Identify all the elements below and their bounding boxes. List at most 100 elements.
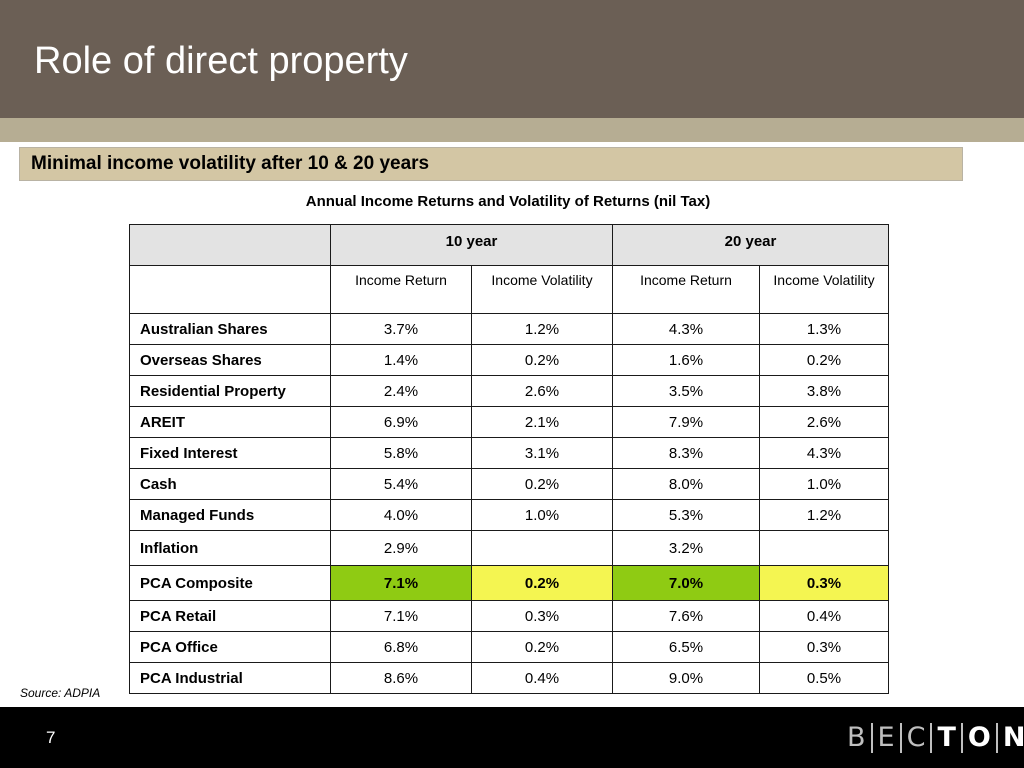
table-cell: 1.4% bbox=[330, 344, 472, 376]
logo-letter: E bbox=[877, 722, 895, 753]
source-note: Source: ADPIA bbox=[20, 686, 101, 700]
table-cell: 3.5% bbox=[612, 375, 760, 407]
table-row: PCA Industrial 8.6% 0.4% 9.0% 0.5% bbox=[129, 662, 889, 694]
logo-letter: B bbox=[847, 722, 866, 753]
table-row: Managed Funds 4.0% 1.0% 5.3% 1.2% bbox=[129, 499, 889, 531]
table-cell bbox=[471, 530, 613, 566]
sub-header: Income Return bbox=[330, 265, 472, 314]
table-title: Annual Income Returns and Volatility of … bbox=[305, 193, 711, 210]
table-row: Overseas Shares 1.4% 0.2% 1.6% 0.2% bbox=[129, 344, 889, 376]
table-cell: 0.2% bbox=[471, 468, 613, 500]
table-cell: 8.3% bbox=[612, 437, 760, 469]
table-cell: 0.2% bbox=[471, 565, 613, 601]
table-cell: 7.1% bbox=[330, 600, 472, 632]
table-row: PCA Composite 7.1% 0.2% 7.0% 0.3% bbox=[129, 565, 889, 601]
row-label: PCA Composite bbox=[129, 565, 331, 601]
table-cell: 0.4% bbox=[759, 600, 889, 632]
table-cell: 7.9% bbox=[612, 406, 760, 438]
table-cell: 4.3% bbox=[759, 437, 889, 469]
table-cell: 2.1% bbox=[471, 406, 613, 438]
table-row: Australian Shares 3.7% 1.2% 4.3% 1.3% bbox=[129, 313, 889, 345]
row-label: Overseas Shares bbox=[129, 344, 331, 376]
table-cell: 2.9% bbox=[330, 530, 472, 566]
accent-bar bbox=[0, 118, 1024, 142]
table-cell: 4.0% bbox=[330, 499, 472, 531]
logo-letter: N bbox=[1002, 722, 1024, 753]
table-cell: 1.2% bbox=[471, 313, 613, 345]
table-cell: 6.9% bbox=[330, 406, 472, 438]
row-label: Residential Property bbox=[129, 375, 331, 407]
group-header-10-year: 10 year bbox=[330, 224, 613, 266]
table-cell: 5.3% bbox=[612, 499, 760, 531]
row-label: Inflation bbox=[129, 530, 331, 566]
table-cell: 1.0% bbox=[759, 468, 889, 500]
subtitle-box: Minimal income volatility after 10 & 20 … bbox=[19, 147, 963, 181]
table-cell: 0.4% bbox=[471, 662, 613, 694]
table-cell: 1.2% bbox=[759, 499, 889, 531]
table-cell: 0.3% bbox=[759, 565, 889, 601]
logo-divider bbox=[870, 723, 873, 753]
table-cell: 0.2% bbox=[471, 631, 613, 663]
table-cell: 5.8% bbox=[330, 437, 472, 469]
table-cell: 6.8% bbox=[330, 631, 472, 663]
logo-divider bbox=[899, 723, 902, 753]
table-cell: 7.1% bbox=[330, 565, 472, 601]
table-cell: 6.5% bbox=[612, 631, 760, 663]
table-body: Australian Shares 3.7% 1.2% 4.3% 1.3% Oversea… bbox=[129, 313, 889, 694]
logo-divider bbox=[995, 723, 998, 753]
sub-header: Income Return bbox=[612, 265, 760, 314]
logo-letter: C bbox=[906, 722, 926, 753]
table-cell: 3.2% bbox=[612, 530, 760, 566]
table-row: Fixed Interest 5.8% 3.1% 8.3% 4.3% bbox=[129, 437, 889, 469]
table-cell: 4.3% bbox=[612, 313, 760, 345]
table-cell: 0.5% bbox=[759, 662, 889, 694]
table-cell: 3.7% bbox=[330, 313, 472, 345]
table-cell: 9.0% bbox=[612, 662, 760, 694]
table-row: PCA Retail 7.1% 0.3% 7.6% 0.4% bbox=[129, 600, 889, 632]
corner-cell bbox=[129, 224, 331, 266]
logo-letter: T bbox=[937, 722, 956, 753]
table-row: Cash 5.4% 0.2% 8.0% 1.0% bbox=[129, 468, 889, 500]
table-cell: 1.3% bbox=[759, 313, 889, 345]
row-label: AREIT bbox=[129, 406, 331, 438]
table-cell: 3.8% bbox=[759, 375, 889, 407]
row-label: Fixed Interest bbox=[129, 437, 331, 469]
table-cell: 2.6% bbox=[759, 406, 889, 438]
row-label: PCA Industrial bbox=[129, 662, 331, 694]
row-label: Managed Funds bbox=[129, 499, 331, 531]
row-label: PCA Retail bbox=[129, 600, 331, 632]
table-cell: 7.6% bbox=[612, 600, 760, 632]
group-header-20-year: 20 year bbox=[612, 224, 889, 266]
logo-divider bbox=[960, 723, 963, 753]
table-row: Residential Property 2.4% 2.6% 3.5% 3.8% bbox=[129, 375, 889, 407]
table-cell: 5.4% bbox=[330, 468, 472, 500]
table-cell: 2.6% bbox=[471, 375, 613, 407]
group-header-row: 10 year 20 year bbox=[129, 224, 889, 266]
sub-header: Income Volatility bbox=[471, 265, 613, 314]
page-number: 7 bbox=[46, 728, 56, 747]
slide-title: Role of direct property bbox=[34, 40, 408, 82]
returns-table: 10 year 20 year Income Return Income Vol… bbox=[129, 224, 889, 694]
title-bar: Role of direct property bbox=[0, 0, 1024, 118]
table-cell: 7.0% bbox=[612, 565, 760, 601]
table-cell bbox=[759, 530, 889, 566]
table-cell: 0.2% bbox=[759, 344, 889, 376]
table-row: Inflation 2.9% 3.2% bbox=[129, 530, 889, 566]
table-cell: 8.0% bbox=[612, 468, 760, 500]
table-row: AREIT 6.9% 2.1% 7.9% 2.6% bbox=[129, 406, 889, 438]
sub-header: Income Volatility bbox=[759, 265, 889, 314]
table-cell: 3.1% bbox=[471, 437, 613, 469]
logo-divider bbox=[930, 723, 933, 753]
table-cell: 0.3% bbox=[471, 600, 613, 632]
slide-subtitle: Minimal income volatility after 10 & 20 … bbox=[31, 153, 430, 174]
becton-logo: B E C T O N bbox=[842, 721, 1024, 755]
table-cell: 1.6% bbox=[612, 344, 760, 376]
corner-cell bbox=[129, 265, 331, 314]
table-cell: 2.4% bbox=[330, 375, 472, 407]
logo-letter: O bbox=[967, 722, 991, 753]
table-row: PCA Office 6.8% 0.2% 6.5% 0.3% bbox=[129, 631, 889, 663]
table-cell: 1.0% bbox=[471, 499, 613, 531]
row-label: PCA Office bbox=[129, 631, 331, 663]
row-label: Australian Shares bbox=[129, 313, 331, 345]
table-cell: 8.6% bbox=[330, 662, 472, 694]
